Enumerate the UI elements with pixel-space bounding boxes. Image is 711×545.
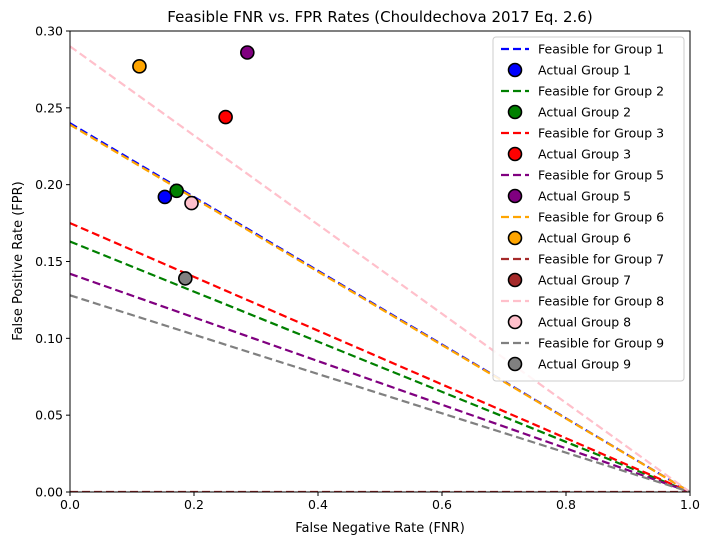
legend-box [492, 36, 685, 382]
plot-area [70, 45, 690, 492]
legend-label: Feasible for Group 8 [538, 294, 664, 309]
legend-label: Actual Group 9 [538, 357, 631, 372]
legend-label: Feasible for Group 2 [538, 84, 664, 99]
legend-swatch-actual-group-1 [507, 62, 523, 78]
legend-swatch-actual-group-2 [507, 104, 523, 120]
legend-label: Actual Group 6 [538, 231, 631, 246]
legend-swatch-actual-group-6 [507, 230, 523, 246]
legend-label: Actual Group 3 [538, 147, 631, 162]
x-tick-label: 0.4 [308, 497, 328, 512]
y-tick-label: 0.20 [35, 177, 63, 192]
series-line-feasible-for-group-9 [70, 294, 690, 492]
chart-title: Feasible FNR vs. FPR Rates (Chouldechova… [167, 8, 592, 26]
y-tick-label: 0.05 [35, 408, 63, 423]
y-axis-label: False Positive Rate (FPR) [11, 181, 26, 340]
legend-label: Feasible for Group 9 [538, 336, 664, 351]
x-axis-label: False Negative Rate (FNR) [295, 521, 465, 536]
legend-swatch-actual-group-9 [507, 356, 523, 372]
legend-label: Actual Group 5 [538, 189, 631, 204]
legend-label: Feasible for Group 5 [538, 168, 664, 183]
data-point-actual-group-5 [240, 45, 255, 60]
legend-swatch-actual-group-7 [507, 272, 523, 288]
data-point-actual-group-9 [178, 271, 193, 286]
data-point-actual-group-6 [132, 59, 147, 74]
legend-label: Actual Group 7 [538, 273, 631, 288]
legend-swatch-actual-group-8 [507, 314, 523, 330]
legend-label: Actual Group 2 [538, 105, 631, 120]
legend-swatch-actual-group-5 [507, 188, 523, 204]
legend-label: Feasible for Group 1 [538, 42, 664, 57]
series-line-feasible-for-group-8 [70, 45, 690, 492]
series-line-feasible-for-group-2 [70, 240, 690, 492]
y-tick-label: 0.30 [35, 24, 63, 39]
data-point-actual-group-3 [218, 109, 233, 125]
legend-swatch-actual-group-3 [507, 146, 523, 162]
y-tick-label: 0.10 [35, 331, 63, 346]
x-tick-label: 0.0 [60, 497, 80, 512]
legend-label: Feasible for Group 6 [538, 210, 664, 225]
x-tick-label: 1.0 [680, 497, 700, 512]
x-tick-label: 0.2 [184, 497, 204, 512]
x-tick-label: 0.8 [556, 497, 576, 512]
y-tick-label: 0.15 [35, 254, 63, 269]
legend-label: Feasible for Group 3 [538, 126, 664, 141]
data-point-actual-group-1 [157, 189, 173, 205]
legend: Feasible for Group 1 Actual Group 1 Feasib… [492, 36, 685, 382]
y-tick-label: 0.25 [35, 100, 63, 115]
y-tick-label: 0.00 [35, 485, 63, 500]
series-line-feasible-for-group-5 [70, 272, 690, 492]
legend-label: Actual Group 1 [538, 63, 631, 78]
legend-label: Feasible for Group 7 [538, 252, 664, 267]
x-tick-label: 0.6 [432, 497, 452, 512]
data-point-actual-group-2 [169, 183, 184, 199]
legend-label: Actual Group 8 [538, 315, 631, 330]
axes: 0.0 0.2 0.4 0.6 0.8 1.0 0.00 0.05 0.10 0.15 0.20 0.… [35, 24, 700, 513]
series-line-feasible-for-group-3 [70, 222, 690, 492]
data-point-actual-group-8 [184, 195, 199, 211]
